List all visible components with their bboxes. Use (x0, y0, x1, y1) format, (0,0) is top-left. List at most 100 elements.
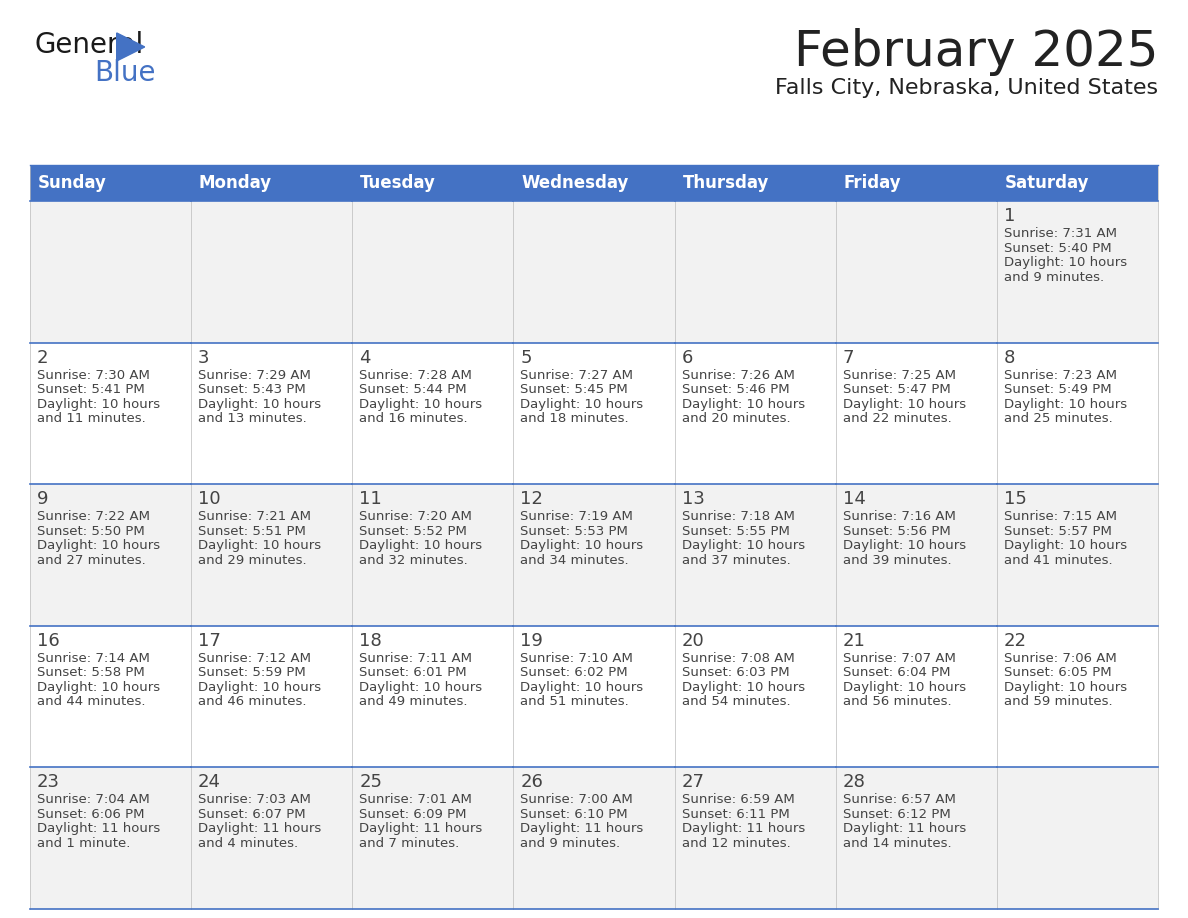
Bar (352, 165, 513, 201)
Text: Daylight: 10 hours: Daylight: 10 hours (359, 539, 482, 553)
Text: Sunrise: 7:26 AM: Sunrise: 7:26 AM (682, 369, 795, 382)
Text: Sunday: Sunday (38, 174, 107, 192)
Text: 23: 23 (37, 773, 59, 791)
Text: and 16 minutes.: and 16 minutes. (359, 412, 468, 425)
Text: General: General (34, 31, 144, 59)
Text: 24: 24 (198, 773, 221, 791)
Text: and 29 minutes.: and 29 minutes. (198, 554, 307, 566)
Text: Daylight: 11 hours: Daylight: 11 hours (198, 823, 321, 835)
Text: Sunrise: 7:03 AM: Sunrise: 7:03 AM (198, 793, 311, 806)
Text: Friday: Friday (843, 174, 902, 192)
Text: Sunset: 5:44 PM: Sunset: 5:44 PM (359, 383, 467, 397)
Text: Sunset: 5:59 PM: Sunset: 5:59 PM (198, 666, 305, 679)
Text: 21: 21 (842, 632, 866, 650)
Bar (513, 201, 675, 342)
Text: and 7 minutes.: and 7 minutes. (359, 837, 460, 850)
Bar (836, 767, 997, 909)
Text: Sunset: 6:11 PM: Sunset: 6:11 PM (682, 808, 789, 821)
Text: and 1 minute.: and 1 minute. (37, 837, 129, 850)
Text: and 9 minutes.: and 9 minutes. (1004, 271, 1104, 284)
Text: 19: 19 (520, 632, 543, 650)
Text: and 54 minutes.: and 54 minutes. (682, 695, 790, 709)
Text: Daylight: 10 hours: Daylight: 10 hours (37, 397, 160, 410)
Text: and 4 minutes.: and 4 minutes. (198, 837, 298, 850)
Text: Sunset: 5:57 PM: Sunset: 5:57 PM (1004, 525, 1112, 538)
Text: Thursday: Thursday (683, 174, 769, 192)
Text: Sunset: 6:03 PM: Sunset: 6:03 PM (682, 666, 789, 679)
Text: Sunrise: 7:11 AM: Sunrise: 7:11 AM (359, 652, 472, 665)
Text: Sunrise: 7:31 AM: Sunrise: 7:31 AM (1004, 228, 1117, 241)
Text: Sunrise: 7:19 AM: Sunrise: 7:19 AM (520, 510, 633, 523)
Text: Sunrise: 7:16 AM: Sunrise: 7:16 AM (842, 510, 955, 523)
Text: Daylight: 10 hours: Daylight: 10 hours (359, 397, 482, 410)
Text: 17: 17 (198, 632, 221, 650)
Text: and 39 minutes.: and 39 minutes. (842, 554, 952, 566)
Text: and 22 minutes.: and 22 minutes. (842, 412, 952, 425)
Text: Daylight: 11 hours: Daylight: 11 hours (682, 823, 804, 835)
Bar (30, 342, 191, 485)
Text: 15: 15 (1004, 490, 1026, 509)
Text: Sunset: 6:12 PM: Sunset: 6:12 PM (842, 808, 950, 821)
Text: Sunrise: 7:23 AM: Sunrise: 7:23 AM (1004, 369, 1117, 382)
Text: Sunset: 5:53 PM: Sunset: 5:53 PM (520, 525, 628, 538)
Text: Sunset: 5:56 PM: Sunset: 5:56 PM (842, 525, 950, 538)
Text: Sunset: 5:46 PM: Sunset: 5:46 PM (682, 383, 789, 397)
Text: Blue: Blue (95, 59, 156, 87)
Text: Sunset: 5:52 PM: Sunset: 5:52 PM (359, 525, 467, 538)
Text: and 9 minutes.: and 9 minutes. (520, 837, 620, 850)
Text: Sunset: 6:07 PM: Sunset: 6:07 PM (198, 808, 305, 821)
Text: and 44 minutes.: and 44 minutes. (37, 695, 145, 709)
Text: Sunrise: 7:12 AM: Sunrise: 7:12 AM (198, 652, 311, 665)
Text: 3: 3 (198, 349, 209, 367)
Bar (675, 767, 836, 909)
Text: 25: 25 (359, 773, 383, 791)
Bar (675, 626, 836, 767)
Text: Sunrise: 7:28 AM: Sunrise: 7:28 AM (359, 369, 472, 382)
Text: and 41 minutes.: and 41 minutes. (1004, 554, 1113, 566)
Text: 22: 22 (1004, 632, 1028, 650)
Text: and 13 minutes.: and 13 minutes. (198, 412, 307, 425)
Bar (675, 165, 836, 201)
Text: Daylight: 10 hours: Daylight: 10 hours (198, 681, 321, 694)
Bar (836, 342, 997, 485)
Text: 10: 10 (198, 490, 221, 509)
Text: Daylight: 10 hours: Daylight: 10 hours (1004, 256, 1127, 269)
Text: Sunset: 5:50 PM: Sunset: 5:50 PM (37, 525, 145, 538)
Bar (997, 165, 1158, 201)
Text: Daylight: 10 hours: Daylight: 10 hours (520, 397, 644, 410)
Bar (997, 342, 1158, 485)
Text: Sunset: 6:09 PM: Sunset: 6:09 PM (359, 808, 467, 821)
Text: Sunrise: 7:00 AM: Sunrise: 7:00 AM (520, 793, 633, 806)
Text: Sunrise: 7:30 AM: Sunrise: 7:30 AM (37, 369, 150, 382)
Bar (997, 485, 1158, 626)
Text: Sunrise: 7:06 AM: Sunrise: 7:06 AM (1004, 652, 1117, 665)
Bar (191, 626, 352, 767)
Text: 12: 12 (520, 490, 543, 509)
Text: Saturday: Saturday (1005, 174, 1089, 192)
Text: 13: 13 (682, 490, 704, 509)
Text: 14: 14 (842, 490, 866, 509)
Text: Daylight: 10 hours: Daylight: 10 hours (198, 539, 321, 553)
Bar (191, 165, 352, 201)
Text: Sunset: 6:05 PM: Sunset: 6:05 PM (1004, 666, 1112, 679)
Text: Sunset: 5:47 PM: Sunset: 5:47 PM (842, 383, 950, 397)
Text: Daylight: 11 hours: Daylight: 11 hours (520, 823, 644, 835)
Text: Sunrise: 7:14 AM: Sunrise: 7:14 AM (37, 652, 150, 665)
Text: 7: 7 (842, 349, 854, 367)
Bar (675, 201, 836, 342)
Text: Monday: Monday (198, 174, 272, 192)
Bar (30, 626, 191, 767)
Bar (997, 201, 1158, 342)
Bar (675, 342, 836, 485)
Text: Sunset: 6:02 PM: Sunset: 6:02 PM (520, 666, 628, 679)
Text: Daylight: 10 hours: Daylight: 10 hours (682, 681, 804, 694)
Text: and 37 minutes.: and 37 minutes. (682, 554, 790, 566)
Text: and 14 minutes.: and 14 minutes. (842, 837, 952, 850)
Bar (30, 767, 191, 909)
Text: Daylight: 10 hours: Daylight: 10 hours (842, 539, 966, 553)
Text: Sunset: 6:10 PM: Sunset: 6:10 PM (520, 808, 628, 821)
Text: Sunset: 5:41 PM: Sunset: 5:41 PM (37, 383, 145, 397)
Text: Sunset: 6:04 PM: Sunset: 6:04 PM (842, 666, 950, 679)
Text: Daylight: 10 hours: Daylight: 10 hours (359, 681, 482, 694)
Bar (191, 342, 352, 485)
